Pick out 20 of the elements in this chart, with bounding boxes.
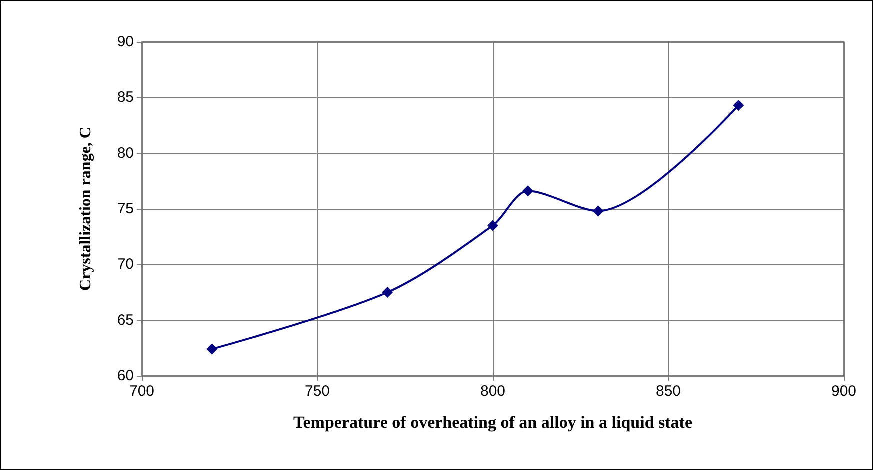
y-tick-label: 60: [117, 368, 134, 384]
point: [206, 344, 218, 355]
x-tick-label: 800: [480, 383, 506, 400]
y-axis-title: Crystallization range, C: [78, 127, 94, 291]
point: [382, 287, 394, 298]
x-tick-label: 850: [656, 383, 682, 400]
y-tick-label: 85: [117, 89, 134, 106]
point: [733, 100, 744, 111]
x-axis-title: Temperature of overheating of an alloy in a liquid state: [293, 413, 693, 432]
y-tick-label: 65: [117, 312, 134, 329]
x-tick-label: 900: [831, 383, 857, 400]
x-tick-label: 750: [304, 383, 330, 400]
y-tick-label: 80: [117, 144, 134, 162]
point: [488, 220, 498, 232]
x-tick-label: 700: [129, 383, 155, 400]
point: [522, 186, 534, 197]
point: [592, 206, 604, 217]
y-tick-label: 75: [117, 200, 134, 218]
y-tick-label: 90: [117, 34, 134, 50]
y-tick-label: 70: [117, 256, 134, 274]
